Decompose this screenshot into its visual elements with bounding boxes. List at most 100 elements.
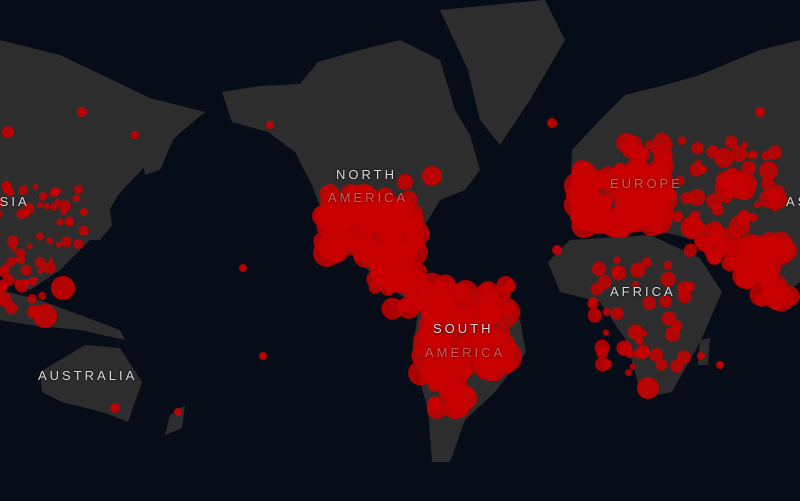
case-marker[interactable] — [715, 238, 735, 258]
case-marker[interactable] — [635, 172, 642, 179]
case-marker[interactable] — [587, 298, 599, 310]
case-marker[interactable] — [659, 295, 672, 308]
case-marker[interactable] — [15, 254, 26, 265]
case-marker[interactable] — [59, 200, 71, 212]
case-marker[interactable] — [110, 403, 120, 413]
case-marker[interactable] — [78, 225, 89, 236]
case-marker[interactable] — [660, 271, 676, 288]
case-marker[interactable] — [694, 236, 706, 247]
case-marker[interactable] — [618, 201, 629, 212]
case-marker[interactable] — [26, 243, 33, 250]
case-marker[interactable] — [397, 298, 410, 311]
case-marker[interactable] — [54, 198, 62, 207]
case-marker[interactable] — [706, 145, 720, 159]
case-marker[interactable] — [0, 210, 3, 218]
case-marker[interactable] — [741, 160, 756, 176]
case-marker[interactable] — [598, 210, 618, 230]
case-marker[interactable] — [735, 267, 757, 289]
case-marker[interactable] — [374, 263, 388, 277]
case-marker[interactable] — [741, 141, 748, 149]
case-marker[interactable] — [595, 356, 610, 372]
case-marker[interactable] — [55, 241, 62, 248]
case-marker[interactable] — [501, 302, 516, 316]
case-marker[interactable] — [694, 160, 702, 167]
case-marker[interactable] — [724, 135, 738, 149]
case-marker[interactable] — [761, 176, 775, 191]
case-marker[interactable] — [266, 121, 274, 129]
case-marker[interactable] — [768, 190, 788, 210]
case-marker[interactable] — [43, 262, 56, 274]
case-marker[interactable] — [775, 239, 798, 262]
case-marker[interactable] — [452, 314, 473, 335]
case-marker[interactable] — [629, 159, 646, 176]
case-marker[interactable] — [638, 203, 651, 216]
case-marker[interactable] — [586, 183, 598, 195]
case-marker[interactable] — [552, 245, 562, 255]
case-marker[interactable] — [4, 184, 13, 192]
case-marker[interactable] — [51, 276, 75, 300]
case-marker[interactable] — [48, 258, 54, 263]
case-marker[interactable] — [691, 142, 704, 155]
case-marker[interactable] — [38, 291, 47, 300]
case-marker[interactable] — [0, 293, 13, 307]
case-marker[interactable] — [56, 218, 64, 226]
case-marker[interactable] — [590, 282, 604, 296]
case-marker[interactable] — [725, 252, 742, 268]
case-marker[interactable] — [374, 250, 391, 267]
case-marker[interactable] — [427, 396, 444, 412]
case-marker[interactable] — [627, 324, 644, 340]
case-marker[interactable] — [427, 378, 442, 392]
case-marker[interactable] — [316, 219, 334, 236]
case-marker[interactable] — [6, 235, 19, 248]
case-marker[interactable] — [749, 150, 758, 159]
case-marker[interactable] — [18, 185, 29, 196]
case-marker[interactable] — [36, 232, 44, 241]
case-marker[interactable] — [587, 308, 602, 323]
case-marker[interactable] — [677, 136, 687, 145]
case-marker[interactable] — [339, 207, 358, 225]
case-marker[interactable] — [323, 199, 338, 214]
case-marker[interactable] — [716, 361, 724, 369]
case-marker[interactable] — [412, 326, 445, 359]
case-marker[interactable] — [639, 149, 649, 159]
case-marker[interactable] — [36, 201, 43, 209]
case-marker[interactable] — [768, 145, 782, 160]
case-marker[interactable] — [632, 281, 639, 288]
case-marker[interactable] — [688, 188, 706, 207]
case-marker[interactable] — [735, 180, 755, 200]
case-marker[interactable] — [651, 162, 661, 171]
case-marker[interactable] — [596, 347, 608, 359]
case-marker[interactable] — [645, 140, 655, 149]
case-marker[interactable] — [715, 171, 735, 190]
case-marker[interactable] — [683, 243, 697, 257]
case-marker[interactable] — [630, 262, 646, 278]
case-marker[interactable] — [0, 232, 1, 237]
case-marker[interactable] — [368, 280, 382, 294]
case-marker[interactable] — [649, 348, 664, 362]
case-marker[interactable] — [377, 216, 406, 245]
case-marker[interactable] — [37, 268, 43, 274]
case-marker[interactable] — [602, 329, 610, 336]
case-marker[interactable] — [64, 216, 74, 226]
case-marker[interactable] — [6, 256, 17, 267]
case-marker[interactable] — [642, 296, 657, 310]
case-marker[interactable] — [622, 142, 638, 158]
case-marker[interactable] — [351, 239, 373, 261]
case-marker[interactable] — [10, 245, 17, 252]
case-marker[interactable] — [38, 191, 48, 201]
case-marker[interactable] — [440, 332, 464, 356]
case-marker[interactable] — [259, 352, 267, 360]
case-marker[interactable] — [422, 166, 442, 186]
case-marker[interactable] — [711, 203, 724, 216]
case-marker[interactable] — [772, 205, 779, 212]
case-marker[interactable] — [611, 266, 622, 277]
case-marker[interactable] — [661, 311, 677, 326]
case-marker[interactable] — [424, 298, 446, 321]
case-marker[interactable] — [0, 266, 10, 278]
case-marker[interactable] — [43, 202, 50, 210]
case-marker[interactable] — [628, 187, 647, 205]
case-marker[interactable] — [614, 220, 630, 236]
case-marker[interactable] — [32, 183, 39, 190]
